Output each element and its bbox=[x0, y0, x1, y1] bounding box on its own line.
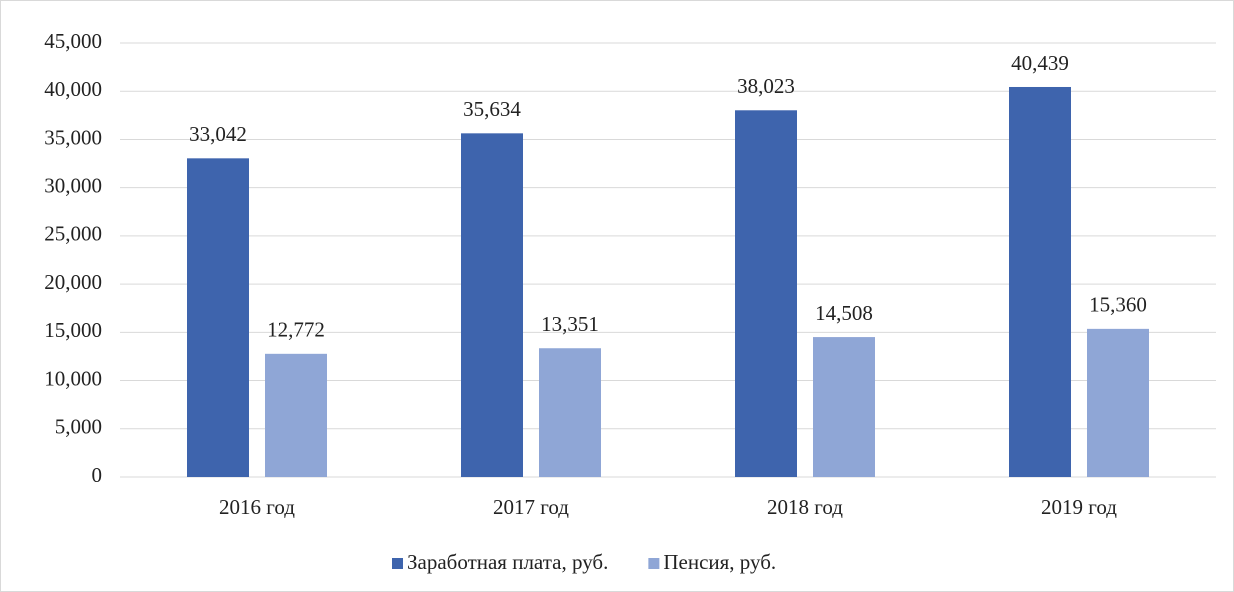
x-tick-label: 2016 год bbox=[219, 495, 295, 519]
data-label: 12,772 bbox=[267, 318, 325, 342]
x-tick-label: 2017 год bbox=[493, 495, 569, 519]
data-label: 35,634 bbox=[463, 97, 521, 121]
data-label: 15,360 bbox=[1089, 293, 1147, 317]
y-tick-label: 15,000 bbox=[44, 318, 102, 342]
legend-swatch bbox=[648, 558, 660, 569]
bar bbox=[461, 133, 523, 477]
bar bbox=[1009, 86, 1071, 477]
x-tick-label: 2019 год bbox=[1041, 495, 1117, 519]
y-tick-label: 20,000 bbox=[44, 270, 102, 294]
data-label: 14,508 bbox=[815, 301, 873, 325]
bar bbox=[265, 353, 327, 477]
data-label: 38,023 bbox=[737, 74, 795, 98]
bar bbox=[187, 158, 249, 478]
data-label: 13,351 bbox=[541, 312, 599, 336]
data-label: 40,439 bbox=[1011, 51, 1069, 75]
legend-label: Пенсия, руб. bbox=[663, 550, 776, 574]
bar bbox=[1087, 328, 1149, 477]
y-tick-label: 45,000 bbox=[44, 29, 102, 53]
y-tick-label: 40,000 bbox=[44, 77, 102, 101]
y-tick-label: 30,000 bbox=[44, 173, 102, 197]
legend-swatch bbox=[392, 558, 403, 569]
y-tick-label: 35,000 bbox=[44, 125, 102, 149]
bar bbox=[813, 337, 875, 477]
data-label: 33,042 bbox=[189, 122, 247, 146]
legend-label: Заработная плата, руб. bbox=[407, 550, 608, 574]
y-tick-label: 5,000 bbox=[55, 415, 102, 439]
x-tick-label: 2018 год bbox=[767, 495, 843, 519]
y-tick-label: 25,000 bbox=[44, 222, 102, 246]
bar bbox=[735, 110, 797, 477]
bar bbox=[539, 348, 601, 477]
y-tick-label: 10,000 bbox=[44, 366, 102, 390]
y-tick-label: 0 bbox=[92, 463, 103, 487]
